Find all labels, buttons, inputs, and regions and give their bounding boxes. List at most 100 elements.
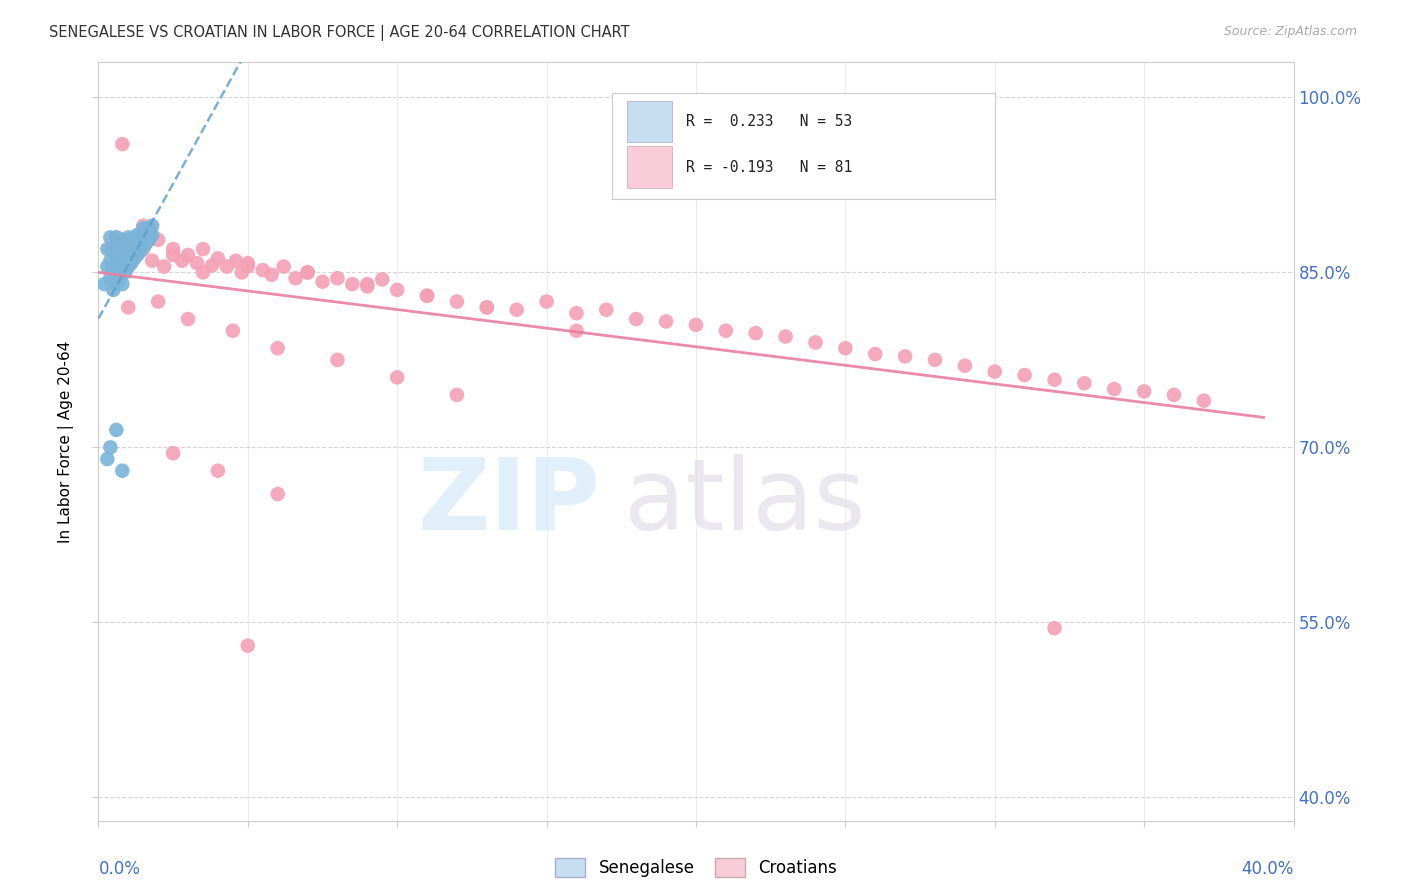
Text: 0.0%: 0.0%	[98, 860, 141, 878]
Point	[565, 324, 588, 338]
Point	[108, 271, 131, 285]
Text: R = -0.193   N = 81: R = -0.193 N = 81	[686, 160, 852, 175]
Point	[595, 302, 617, 317]
Point	[385, 283, 409, 297]
Point	[371, 272, 394, 286]
Point	[416, 289, 439, 303]
Point	[326, 352, 349, 367]
Point	[105, 423, 128, 437]
Point	[536, 294, 558, 309]
Point	[117, 240, 139, 254]
Point	[215, 260, 238, 274]
Point	[117, 248, 139, 262]
Point	[222, 324, 245, 338]
Point	[124, 252, 146, 266]
Bar	[627, 101, 672, 143]
Point	[117, 230, 139, 244]
FancyBboxPatch shape	[613, 93, 995, 199]
Point	[626, 312, 648, 326]
Point	[953, 359, 976, 373]
Text: SENEGALESE VS CROATIAN IN LABOR FORCE | AGE 20-64 CORRELATION CHART: SENEGALESE VS CROATIAN IN LABOR FORCE | …	[49, 25, 630, 41]
Point	[201, 259, 224, 273]
Point	[162, 446, 184, 460]
Point	[138, 233, 160, 247]
Point	[267, 341, 290, 355]
Point	[685, 318, 707, 332]
Point	[236, 260, 259, 274]
Point	[111, 248, 134, 262]
Point	[105, 277, 128, 291]
Point	[565, 306, 588, 320]
Point	[342, 277, 364, 291]
Point	[148, 233, 170, 247]
Point	[1043, 621, 1066, 635]
Point	[284, 271, 307, 285]
Point	[96, 260, 118, 274]
Point	[311, 275, 333, 289]
Point	[111, 260, 134, 274]
Point	[207, 252, 229, 266]
Point	[984, 365, 1007, 379]
Point	[385, 370, 409, 384]
Point	[93, 277, 115, 291]
Point	[356, 279, 378, 293]
Point	[834, 341, 856, 355]
Point	[225, 253, 247, 268]
Point	[1043, 373, 1066, 387]
Point	[105, 230, 128, 244]
Point	[120, 256, 142, 270]
Point	[1104, 382, 1126, 396]
Point	[273, 260, 295, 274]
Point	[108, 260, 131, 274]
Point	[745, 326, 768, 340]
Point	[1192, 393, 1215, 408]
Point	[153, 260, 176, 274]
Point	[236, 256, 259, 270]
Point	[103, 260, 125, 274]
Point	[1014, 368, 1036, 382]
Point	[111, 233, 134, 247]
Point	[108, 236, 131, 251]
Point	[231, 265, 253, 279]
Point	[186, 256, 208, 270]
Point	[236, 639, 259, 653]
Point	[475, 301, 498, 315]
Point	[111, 256, 134, 270]
Point	[129, 244, 152, 259]
Point	[1133, 384, 1156, 399]
Point	[103, 283, 125, 297]
Point	[297, 265, 319, 279]
Point	[252, 263, 274, 277]
Point	[117, 260, 139, 274]
Point	[103, 265, 125, 279]
Bar	[627, 146, 672, 188]
Point	[111, 277, 134, 291]
Point	[124, 248, 146, 262]
Point	[124, 230, 146, 244]
Point	[98, 271, 122, 285]
Point	[297, 265, 319, 279]
Point	[356, 277, 378, 291]
Point	[924, 352, 946, 367]
Text: R =  0.233   N = 53: R = 0.233 N = 53	[686, 114, 852, 129]
Point	[132, 230, 155, 244]
Point	[111, 137, 134, 152]
Point	[260, 268, 283, 282]
Point	[127, 236, 149, 251]
Text: atlas: atlas	[624, 454, 866, 550]
Point	[177, 248, 200, 262]
Point	[114, 265, 136, 279]
Point	[105, 260, 128, 274]
Text: Source: ZipAtlas.com: Source: ZipAtlas.com	[1223, 25, 1357, 38]
Point	[132, 242, 155, 256]
Point	[162, 242, 184, 256]
Point	[138, 222, 160, 236]
Point	[326, 271, 349, 285]
Y-axis label: In Labor Force | Age 20-64: In Labor Force | Age 20-64	[58, 341, 75, 542]
Point	[141, 253, 163, 268]
Point	[117, 236, 139, 251]
Point	[141, 228, 163, 243]
Text: ZIP: ZIP	[418, 454, 600, 550]
Point	[132, 219, 155, 233]
Point	[132, 221, 155, 235]
